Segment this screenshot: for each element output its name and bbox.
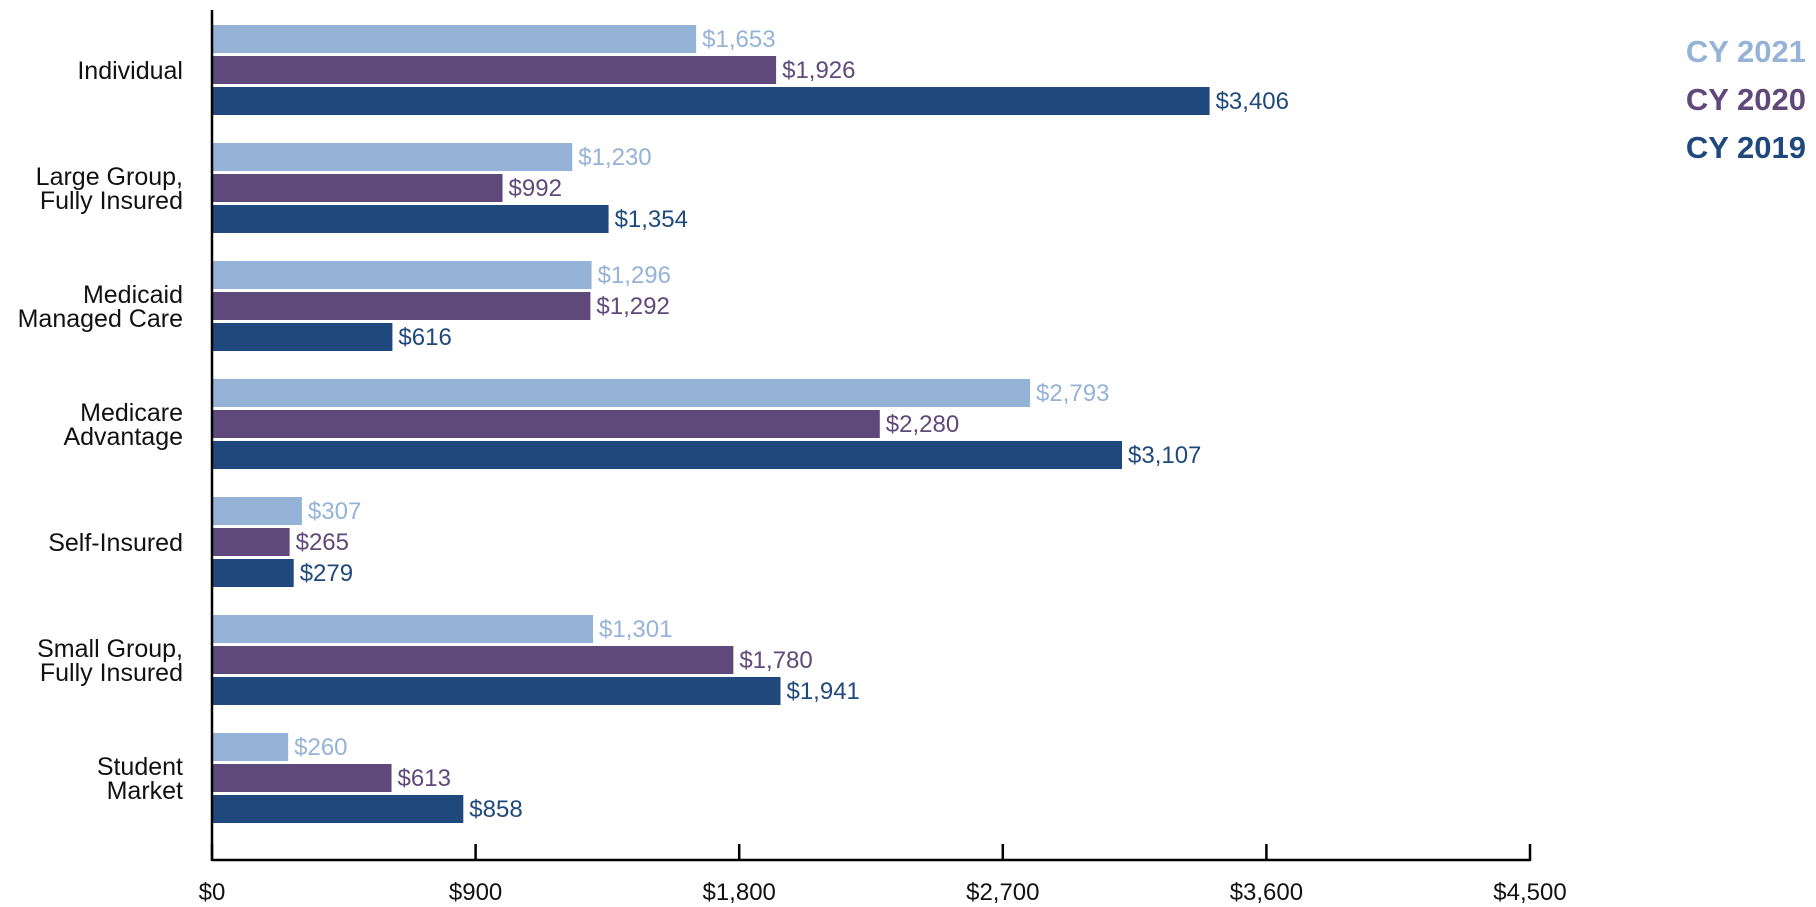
legend-item-cy-2021: CY 2021: [1686, 34, 1806, 69]
category-label: Market: [107, 777, 183, 805]
value-label: $1,941: [786, 678, 859, 705]
category-label: Student: [97, 753, 183, 781]
value-label: $265: [296, 529, 349, 556]
value-label: $3,406: [1216, 88, 1289, 115]
bar-cy-2020-4: [212, 528, 290, 556]
bar-cy-2021-4: [212, 497, 302, 525]
bars-group: [212, 25, 1210, 823]
category-label: Advantage: [63, 423, 183, 451]
bar-cy-2019-3: [212, 441, 1123, 469]
category-label: Small Group,: [37, 635, 183, 663]
value-label: $613: [398, 765, 451, 792]
value-label: $3,107: [1128, 442, 1201, 469]
bar-cy-2021-6: [212, 733, 289, 761]
value-label: $2,793: [1036, 380, 1109, 407]
bar-cy-2019-4: [212, 559, 294, 587]
category-label: Self-Insured: [48, 529, 183, 557]
category-label: Managed Care: [18, 305, 183, 333]
category-label: Individual: [77, 57, 183, 85]
value-label: $2,280: [886, 411, 959, 438]
legend-item-cy-2020: CY 2020: [1686, 82, 1806, 117]
x-tick-label: $1,800: [702, 879, 775, 906]
bar-cy-2021-5: [212, 615, 594, 643]
value-label: $616: [398, 324, 451, 351]
x-tick-label: $0: [199, 879, 226, 906]
value-label: $1,653: [702, 26, 775, 53]
value-label: $307: [308, 498, 361, 525]
value-label: $1,296: [598, 262, 671, 289]
category-label: Large Group,: [36, 163, 183, 191]
bar-cy-2019-1: [212, 205, 609, 233]
bar-cy-2020-6: [212, 764, 392, 792]
bar-cy-2020-5: [212, 646, 734, 674]
x-tick-label: $2,700: [966, 879, 1039, 906]
bar-cy-2020-3: [212, 410, 880, 438]
bar-cy-2019-6: [212, 795, 464, 823]
category-label: Fully Insured: [40, 187, 183, 215]
category-label: Fully Insured: [40, 659, 183, 687]
value-label: $279: [300, 560, 353, 587]
value-label: $858: [469, 796, 522, 823]
category-label: Medicaid: [83, 281, 183, 309]
value-label: $260: [294, 734, 347, 761]
value-label: $1,926: [782, 57, 855, 84]
bar-cy-2019-0: [212, 87, 1210, 115]
bar-cy-2021-1: [212, 143, 573, 171]
bar-cy-2021-3: [212, 379, 1031, 407]
value-label: $1,230: [578, 144, 651, 171]
bar-cy-2020-2: [212, 292, 591, 320]
value-label: $1,301: [599, 616, 672, 643]
value-label: $1,292: [596, 293, 669, 320]
x-ticks-group: $0 $900 $1,800 $2,700 $3,600 $4,500: [199, 844, 1567, 906]
x-tick-label: $900: [449, 879, 502, 906]
legend-item-cy-2019: CY 2019: [1686, 130, 1806, 165]
value-label: $1,354: [615, 206, 688, 233]
bar-cy-2020-1: [212, 174, 503, 202]
category-label: Medicare: [80, 399, 183, 427]
value-labels-group: $1,653 $1,926 $3,406 $1,230 $992 $1,354 $1,296…: [294, 26, 1289, 823]
bar-cy-2020-0: [212, 56, 777, 84]
value-label: $1,780: [739, 647, 812, 674]
bar-cy-2019-2: [212, 323, 393, 351]
x-tick-label: $4,500: [1493, 879, 1566, 906]
axes-group: [210, 10, 1530, 862]
legend: CY 2021 CY 2020 CY 2019: [1686, 34, 1806, 165]
bar-cy-2019-5: [212, 677, 781, 705]
bar-cy-2021-2: [212, 261, 592, 289]
x-tick-label: $3,600: [1230, 879, 1303, 906]
value-label: $992: [509, 175, 562, 202]
bar-cy-2021-0: [212, 25, 697, 53]
